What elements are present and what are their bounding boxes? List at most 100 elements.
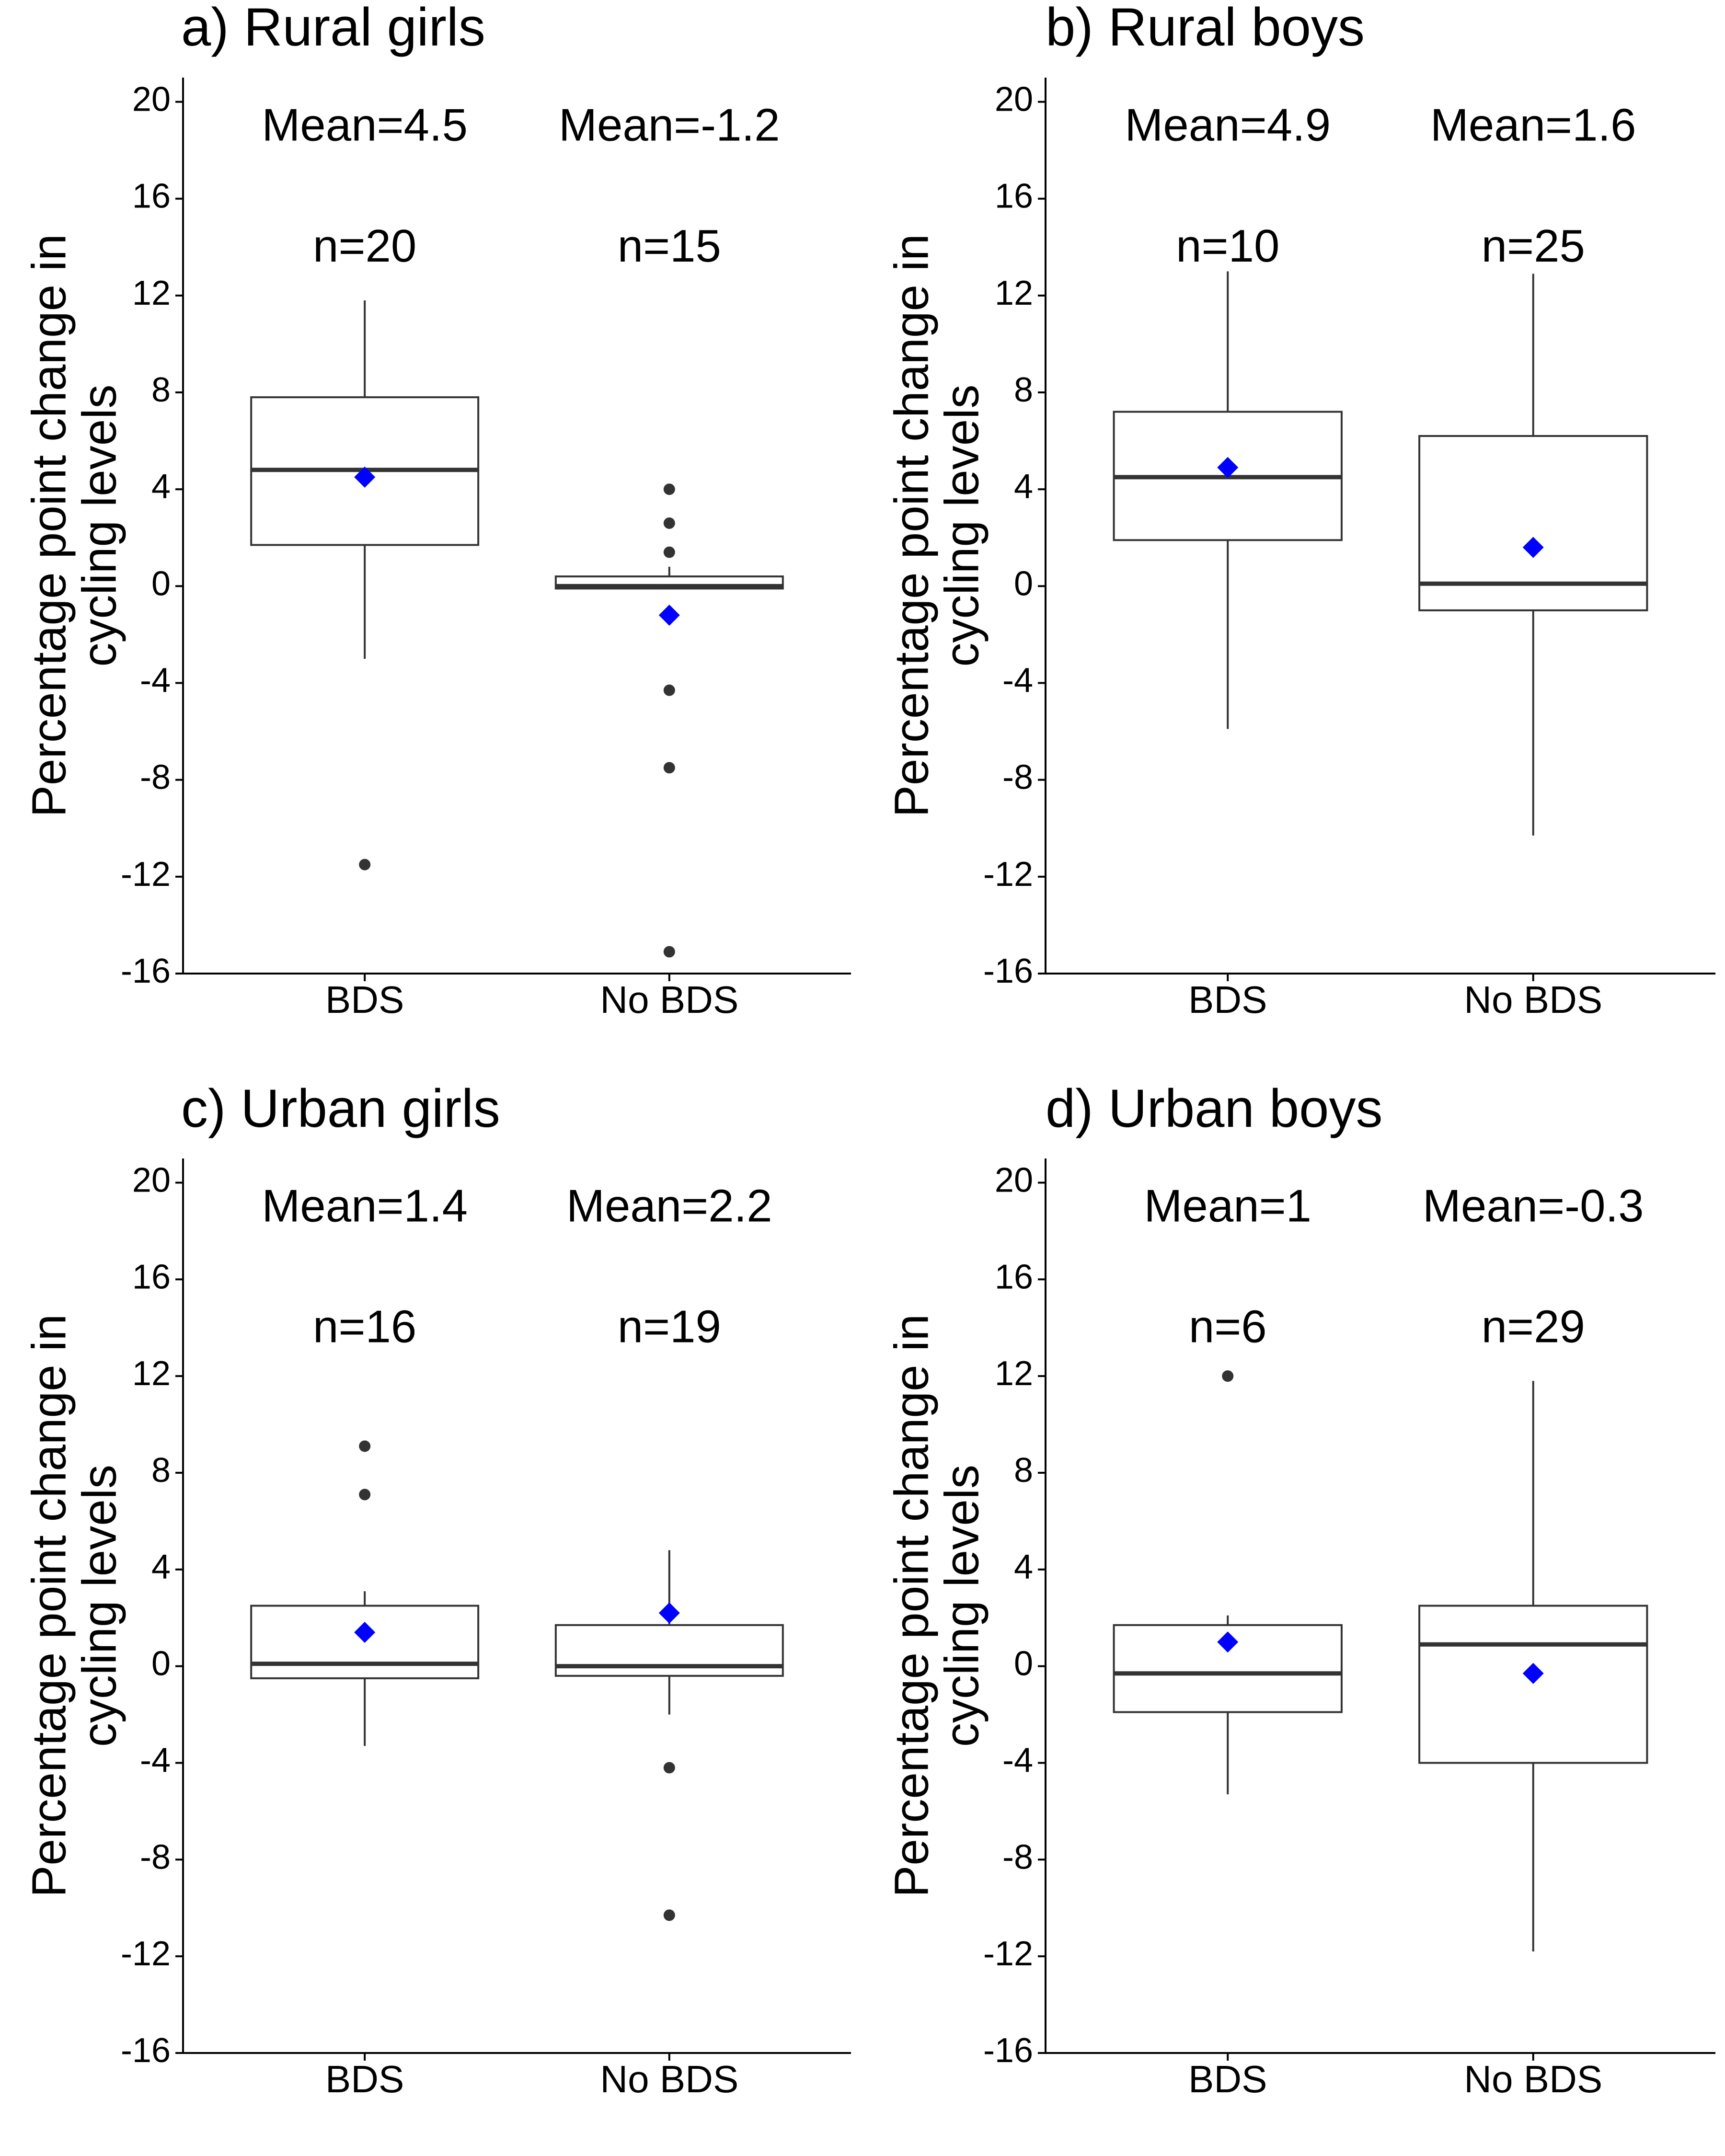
y-tick-label: -8: [1002, 758, 1033, 797]
outlier-point: [663, 1909, 675, 1921]
panel-title: c) Urban girls: [181, 1078, 500, 1138]
y-tick-label: 8: [151, 1451, 171, 1490]
y-tick-label: 0: [151, 1645, 171, 1683]
y-tick-label: 12: [995, 274, 1033, 312]
y-tick-label: 0: [151, 564, 171, 603]
n-annotation: n=19: [618, 1301, 721, 1353]
panel-urban-boys: d) Urban boys Percentage point change inc…: [885, 1078, 1715, 2100]
n-annotation: n=29: [1482, 1301, 1585, 1353]
panel-urban-girls: c) Urban girls Percentage point change in…: [22, 1078, 851, 2100]
y-tick-label: 20: [995, 80, 1033, 119]
n-annotation: n=20: [313, 220, 416, 272]
mean-marker: [1522, 537, 1544, 558]
y-tick-label: 12: [132, 274, 171, 312]
outlier-point: [663, 684, 675, 696]
y-tick-label: 8: [1014, 1451, 1033, 1490]
n-annotation: n=10: [1176, 220, 1279, 272]
mean-annotation: Mean=4.5: [262, 99, 468, 150]
n-annotation: n=15: [618, 220, 721, 272]
y-tick-label: 8: [1014, 371, 1033, 409]
y-tick-label: -8: [1002, 1838, 1033, 1876]
y-tick-label: 20: [995, 1161, 1033, 1199]
y-tick-label: -12: [983, 1935, 1033, 1973]
n-annotation: n=25: [1482, 220, 1585, 272]
y-tick-label: 8: [151, 371, 171, 409]
mean-annotation: Mean=1: [1144, 1180, 1311, 1231]
outlier-point: [663, 1762, 675, 1774]
y-tick-label: -8: [140, 758, 171, 797]
y-tick-label: -12: [121, 1935, 171, 1973]
outlier-point: [359, 859, 371, 871]
outlier-point: [663, 546, 675, 558]
mean-marker: [1217, 1631, 1239, 1653]
y-tick-label: -4: [1002, 1742, 1033, 1780]
y-axis-label: cycling levels: [72, 384, 126, 666]
y-tick-label: 12: [132, 1354, 171, 1393]
y-axis-label: cycling levels: [935, 1465, 989, 1747]
y-tick-label: 4: [1014, 1548, 1033, 1586]
x-tick-label: BDS: [325, 2058, 404, 2100]
outlier-point: [663, 517, 675, 529]
box-iqr: [1418, 1605, 1648, 1764]
mean-annotation: Mean=4.9: [1125, 99, 1331, 150]
y-axis-label: cycling levels: [935, 384, 989, 666]
panel-title: d) Urban boys: [1046, 1078, 1382, 1138]
x-tick-label: BDS: [325, 978, 404, 1021]
panel-rural-boys: b) Rural boys Percentage point change inc…: [885, 0, 1715, 1021]
y-tick-label: -12: [121, 855, 171, 894]
y-axis-label: Percentage point change in: [22, 1314, 76, 1898]
outlier-point: [1222, 1370, 1234, 1382]
y-axis-label: cycling levels: [72, 1465, 126, 1747]
y-tick-label: 16: [132, 177, 171, 216]
y-tick-label: 16: [132, 1258, 171, 1296]
mean-marker: [354, 1622, 376, 1643]
x-tick-label: No BDS: [1464, 978, 1602, 1021]
y-tick-label: 16: [995, 177, 1033, 216]
x-tick-label: No BDS: [600, 2058, 738, 2100]
mean-marker: [658, 1602, 680, 1624]
mean-annotation: Mean=2.2: [566, 1180, 772, 1231]
mean-marker: [354, 466, 376, 488]
outlier-point: [663, 946, 675, 958]
x-tick-label: No BDS: [1464, 2058, 1602, 2100]
y-tick-label: -16: [983, 952, 1033, 990]
y-axis-label: Percentage point change in: [885, 234, 938, 817]
y-tick-label: 20: [132, 1161, 171, 1199]
mean-marker: [1217, 457, 1239, 478]
mean-annotation: Mean=1.4: [262, 1180, 468, 1231]
y-tick-label: -4: [140, 662, 171, 700]
y-axis-label: Percentage point change in: [22, 234, 76, 817]
panel-title: b) Rural boys: [1046, 0, 1365, 57]
n-annotation: n=16: [313, 1301, 416, 1353]
y-axis-label: Percentage point change in: [885, 1314, 938, 1898]
y-tick-label: 4: [1014, 468, 1033, 506]
y-tick-label: 4: [151, 468, 171, 506]
outlier-point: [663, 483, 675, 495]
y-tick-label: -4: [1002, 662, 1033, 700]
y-tick-label: 0: [1014, 1645, 1033, 1683]
y-tick-label: 12: [995, 1354, 1033, 1393]
n-annotation: n=6: [1189, 1301, 1267, 1353]
mean-annotation: Mean=-0.3: [1423, 1180, 1644, 1231]
x-tick-label: No BDS: [600, 978, 738, 1021]
outlier-point: [663, 762, 675, 774]
panel-title: a) Rural girls: [181, 0, 485, 57]
outlier-point: [359, 1489, 371, 1501]
box-iqr: [1113, 1624, 1343, 1713]
outlier-point: [359, 1440, 371, 1452]
y-tick-label: -16: [121, 952, 171, 990]
y-tick-label: 16: [995, 1258, 1033, 1296]
mean-marker: [658, 605, 680, 626]
panel-rural-girls: a) Rural girls Percentage point change in…: [22, 0, 851, 1021]
y-tick-label: 0: [1014, 564, 1033, 603]
y-tick-label: -16: [983, 2031, 1033, 2070]
mean-annotation: Mean=-1.2: [559, 99, 780, 150]
y-tick-label: -12: [983, 855, 1033, 894]
mean-marker: [1522, 1663, 1544, 1684]
box-iqr: [1418, 435, 1648, 611]
x-tick-label: BDS: [1188, 978, 1267, 1021]
x-tick-label: BDS: [1188, 2058, 1267, 2100]
y-tick-label: -16: [121, 2031, 171, 2070]
y-tick-label: 4: [151, 1548, 171, 1586]
